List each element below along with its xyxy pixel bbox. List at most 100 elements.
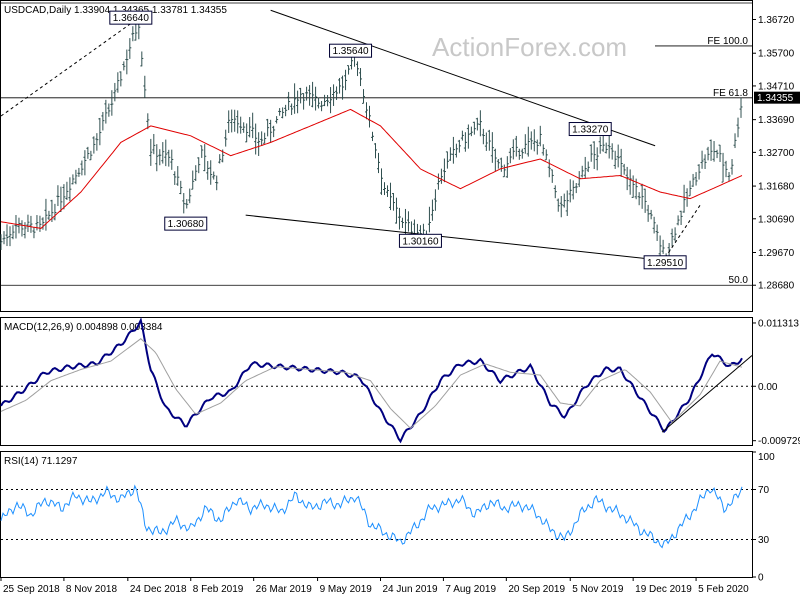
- x-tick-label: 25 Sep 2018: [3, 584, 60, 595]
- ohlc-bar: [44, 198, 48, 231]
- ohlc-bar: [116, 72, 120, 93]
- ohlc-bar: [382, 182, 386, 196]
- ohlc-bar: [275, 116, 279, 124]
- price-pane-border: [0, 0, 753, 312]
- ohlc-bar: [484, 132, 488, 151]
- macd-line: [0, 317, 743, 444]
- ohlc-bar: [586, 161, 590, 173]
- ohlc-bar: [610, 143, 614, 160]
- ohlc-bar: [95, 133, 99, 151]
- ohlc-bar: [628, 169, 632, 195]
- price-trendline: [664, 204, 701, 259]
- ohlc-bar: [445, 151, 449, 169]
- ohlc-bar: [667, 243, 671, 256]
- price-y-tick-label: 1.31680: [758, 182, 795, 193]
- ohlc-bar: [544, 149, 548, 161]
- ohlc-bar: [466, 124, 470, 149]
- ohlc-bar: [314, 86, 318, 111]
- ohlc-bar: [194, 165, 198, 182]
- ohlc-bar: [5, 224, 9, 247]
- ohlc-bar: [374, 143, 378, 159]
- swing-label: 1.30680: [164, 216, 208, 231]
- x-tick-label: 24 Dec 2018: [130, 584, 187, 595]
- ohlc-bar: [92, 136, 96, 154]
- ohlc-bar: [733, 133, 737, 149]
- ohlc-bar: [376, 152, 380, 174]
- ohlc-bar: [460, 130, 464, 141]
- ohlc-bar: [200, 145, 204, 158]
- ohlc-bar: [709, 139, 713, 161]
- ohlc-bar: [11, 225, 15, 240]
- ohlc-bar: [442, 158, 446, 183]
- ohlc-bar: [299, 87, 303, 104]
- level-label: FE 61.8: [713, 88, 748, 99]
- swing-label-box: [329, 43, 373, 58]
- ohlc-bar: [655, 224, 659, 241]
- ohlc-bar: [535, 139, 539, 155]
- ohlc-bar: [110, 90, 114, 116]
- ohlc-bar: [0, 234, 3, 250]
- ohlc-bar: [679, 210, 683, 226]
- ohlc-bar: [454, 143, 458, 158]
- ohlc-bar: [670, 228, 674, 247]
- ohlc-bar: [718, 144, 722, 162]
- macd-layer: 0.011313 0.00 -0.009729: [0, 317, 800, 447]
- x-tick-label: 26 Mar 2019: [256, 584, 313, 595]
- ohlc-bar: [520, 148, 524, 159]
- swing-label-text: 1.35640: [332, 46, 369, 57]
- ohlc-bar: [86, 146, 90, 159]
- ohlc-bar: [236, 110, 240, 134]
- macd-header: MACD(12,26,9) 0.004898 0.003384: [4, 322, 163, 333]
- ohlc-bar: [640, 183, 644, 209]
- watermark: ActionForex.com: [432, 32, 627, 62]
- ohlc-bar: [580, 165, 584, 178]
- ohlc-bar: [332, 84, 336, 106]
- ohlc-bar: [469, 126, 473, 137]
- ohlc-bar: [242, 122, 246, 133]
- price-trendline: [245, 214, 673, 262]
- ohlc-bar: [676, 215, 680, 226]
- swing-label-box: [164, 216, 208, 231]
- ohlc-bar: [604, 142, 608, 154]
- rsi-header: RSI(14) 71.1297: [4, 456, 78, 467]
- ohlc-bar: [89, 150, 93, 161]
- moving-average-line: [0, 108, 743, 229]
- ohlc-bar: [490, 132, 494, 163]
- ohlc-bar: [496, 158, 500, 169]
- ohlc-bar: [101, 111, 105, 131]
- x-tick-label: 24 Jun 2019: [382, 584, 437, 595]
- ohlc-bar: [622, 163, 626, 175]
- ohlc-bar: [209, 160, 213, 185]
- ohlc-bar: [266, 118, 270, 137]
- ohlc-bar: [161, 142, 165, 164]
- ohlc-bar: [481, 128, 485, 145]
- ohlc-bar: [347, 65, 351, 75]
- ohlc-bar: [248, 117, 252, 138]
- ohlc-bar: [293, 83, 297, 114]
- ohlc-bar: [119, 71, 123, 87]
- ohlc-bar: [583, 156, 587, 179]
- price-y-tick-label: 1.33690: [758, 115, 795, 126]
- ohlc-bar: [508, 148, 512, 164]
- ohlc-bar: [451, 136, 455, 164]
- ohlc-bar: [155, 144, 159, 172]
- ohlc-bar: [143, 75, 147, 98]
- ohlc-bar: [329, 87, 333, 114]
- ohlc-bar: [104, 99, 108, 124]
- ohlc-bar: [724, 160, 728, 178]
- rsi-line: [0, 484, 743, 549]
- ohlc-bar: [523, 134, 527, 154]
- ohlc-bar: [643, 188, 647, 213]
- ohlc-bar: [397, 207, 401, 230]
- ohlc-bar: [68, 177, 72, 202]
- ohlc-bar: [517, 148, 521, 160]
- ohlc-bar: [80, 160, 84, 176]
- current-price-box: [754, 91, 800, 104]
- ohlc-bar: [17, 217, 21, 234]
- ohlc-bar: [206, 161, 210, 180]
- ohlc-bar: [371, 131, 375, 142]
- ohlc-bar: [571, 180, 575, 200]
- ohlc-bar: [149, 138, 153, 166]
- ohlc-bar: [74, 169, 78, 185]
- level-label: FE 100.0: [707, 36, 748, 47]
